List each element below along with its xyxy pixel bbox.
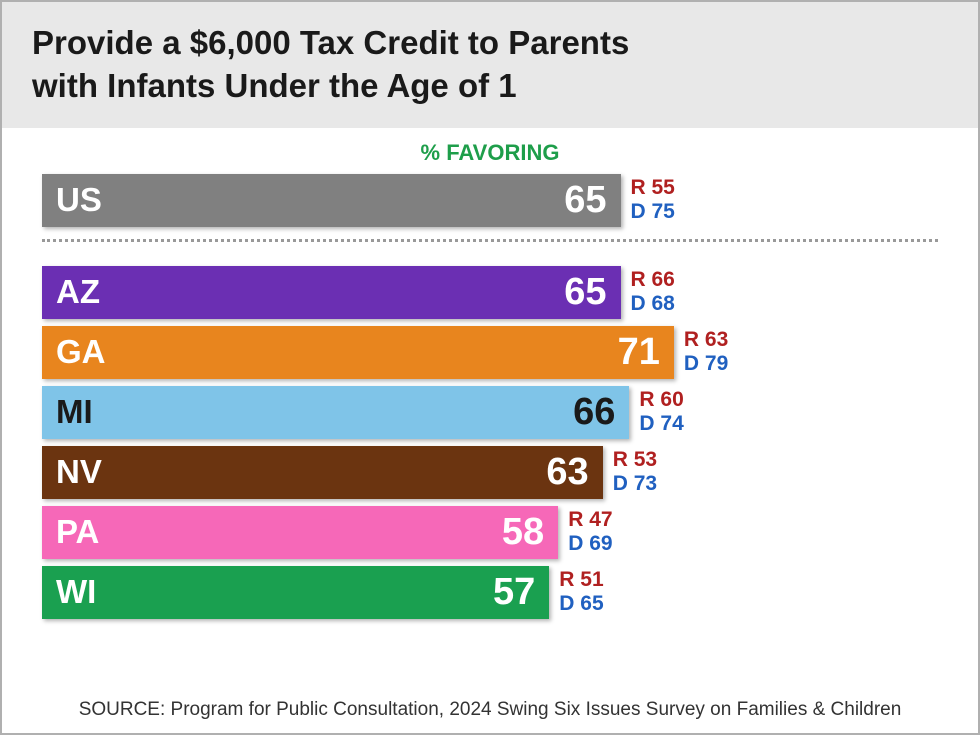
d-val: D 74 xyxy=(639,412,683,436)
source-text: SOURCE: Program for Public Consultation,… xyxy=(2,699,978,721)
d-us: D 75 xyxy=(631,200,675,224)
rd-block: R 63D 79 xyxy=(684,328,728,376)
states-container: AZ 65 R 66D 68 GA 71 R 63D 79 MI 66 R 60D 74 NV 63… xyxy=(42,266,938,619)
bar-wi: WI57R 51D 65 xyxy=(42,566,549,619)
rd-block: R 66D 68 xyxy=(631,268,675,316)
bar-label: GA xyxy=(56,333,106,371)
title-line-1: Provide a $6,000 Tax Credit to Parents xyxy=(32,24,629,61)
bar-row-ga: GA 71 R 63D 79 xyxy=(42,326,938,379)
r-val: R 60 xyxy=(639,388,683,412)
bars-area: US 65 R 55 D 75 AZ 65 R 66D 68 GA 71 R 63D 79… xyxy=(2,166,978,619)
bar-us: US 65 R 55 D 75 xyxy=(42,174,621,227)
bar-ga: GA71R 63D 79 xyxy=(42,326,674,379)
bar-value-us: 65 xyxy=(564,179,606,222)
bar-label: MI xyxy=(56,393,93,431)
bar-value: 57 xyxy=(493,571,535,614)
bar-row-az: AZ 65 R 66D 68 xyxy=(42,266,938,319)
d-val: D 73 xyxy=(613,472,657,496)
bar-value: 63 xyxy=(546,451,588,494)
bar-label: PA xyxy=(56,513,99,551)
bar-row-wi: WI 57 R 51D 65 xyxy=(42,566,938,619)
favoring-label: % FAVORING xyxy=(2,140,978,166)
r-val: R 53 xyxy=(613,448,657,472)
d-val: D 69 xyxy=(568,532,612,556)
rd-block: R 47D 69 xyxy=(568,508,612,556)
title-line-2: with Infants Under the Age of 1 xyxy=(32,67,517,104)
bar-row-pa: PA 58 R 47D 69 xyxy=(42,506,938,559)
bar-value: 66 xyxy=(573,391,615,434)
rd-block: R 51D 65 xyxy=(559,568,603,616)
rd-us: R 55 D 75 xyxy=(631,176,675,224)
chart-container: Provide a $6,000 Tax Credit to Parents w… xyxy=(0,0,980,735)
bar-nv: NV63R 53D 73 xyxy=(42,446,603,499)
r-val: R 63 xyxy=(684,328,728,352)
d-val: D 65 xyxy=(559,592,603,616)
bar-mi: MI66R 60D 74 xyxy=(42,386,629,439)
d-val: D 68 xyxy=(631,292,675,316)
bar-row-nv: NV 63 R 53D 73 xyxy=(42,446,938,499)
bar-label: AZ xyxy=(56,273,100,311)
bar-pa: PA58R 47D 69 xyxy=(42,506,558,559)
rd-block: R 60D 74 xyxy=(639,388,683,436)
r-val: R 47 xyxy=(568,508,612,532)
r-us: R 55 xyxy=(631,176,675,200)
bar-label-us: US xyxy=(56,181,102,219)
r-val: R 51 xyxy=(559,568,603,592)
d-val: D 79 xyxy=(684,352,728,376)
r-val: R 66 xyxy=(631,268,675,292)
us-divider xyxy=(42,239,938,242)
bar-value: 71 xyxy=(618,331,660,374)
bar-value: 65 xyxy=(564,271,606,314)
bar-label: NV xyxy=(56,453,102,491)
bar-row-mi: MI 66 R 60D 74 xyxy=(42,386,938,439)
bar-row-us: US 65 R 55 D 75 xyxy=(42,174,938,227)
rd-block: R 53D 73 xyxy=(613,448,657,496)
chart-title: Provide a $6,000 Tax Credit to Parents w… xyxy=(32,22,948,108)
bar-az: AZ65R 66D 68 xyxy=(42,266,621,319)
chart-header: Provide a $6,000 Tax Credit to Parents w… xyxy=(2,2,978,128)
bar-value: 58 xyxy=(502,511,544,554)
bar-label: WI xyxy=(56,573,96,611)
